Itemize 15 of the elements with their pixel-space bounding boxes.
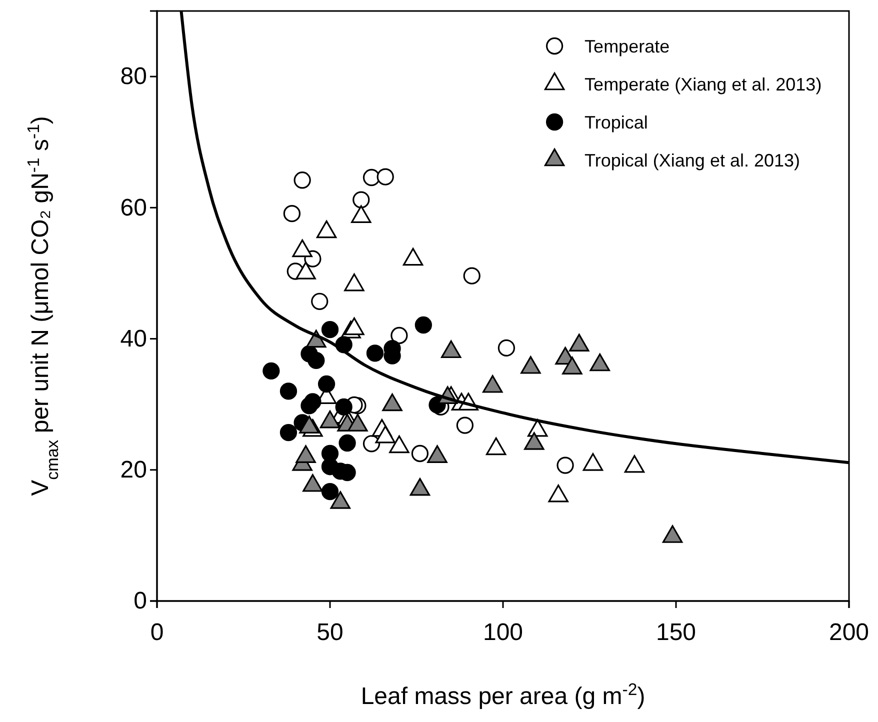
y-tick-label: 0 — [134, 588, 147, 615]
y-tick-label: 60 — [120, 194, 147, 222]
x-tick-label: 50 — [316, 618, 344, 646]
y-tick-label: 20 — [120, 456, 147, 484]
legend-label: Temperate — [584, 36, 670, 56]
legend-label: Tropical (Xiang et al. 2013) — [584, 150, 800, 170]
x-tick-label: 150 — [656, 618, 696, 646]
x-tick-label: 100 — [482, 618, 524, 646]
x-tick-label: 200 — [828, 618, 870, 646]
legend-label: Tropical — [584, 112, 648, 132]
x-tick-label: 0 — [150, 618, 164, 646]
x-axis-title: Leaf mass per area (g m$^{-2}$) — [360, 680, 646, 710]
legend-label: Temperate (Xiang et al. 2013) — [584, 74, 822, 94]
y-tick-label: 80 — [120, 63, 147, 90]
y-tick-label: 40 — [120, 325, 147, 352]
